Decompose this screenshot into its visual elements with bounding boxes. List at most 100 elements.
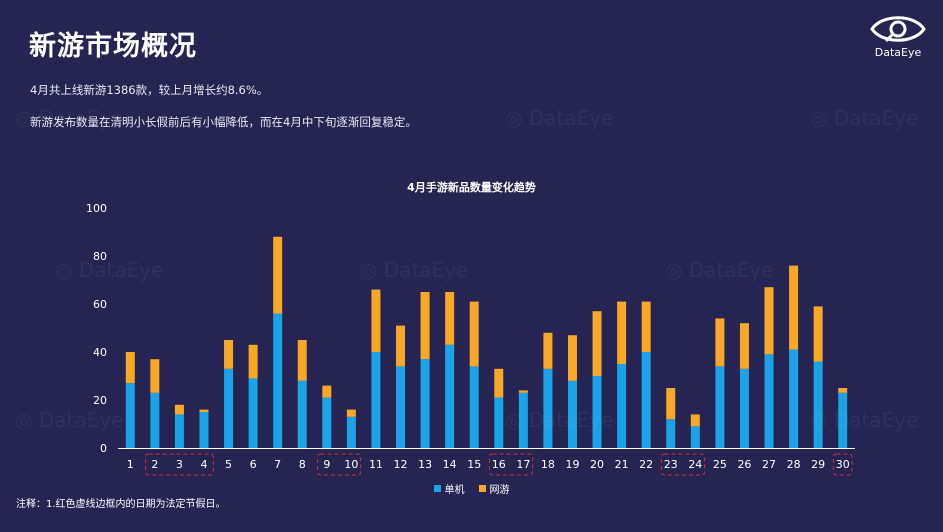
bar-online xyxy=(617,301,627,364)
bar-online xyxy=(592,311,602,376)
legend-label-single: 单机 xyxy=(444,485,465,496)
x-tick-label: 19 xyxy=(565,458,579,471)
x-tick-label: 3 xyxy=(176,458,183,471)
watermark: ◎ DataEye xyxy=(15,408,124,432)
bar-online xyxy=(666,388,676,420)
bar-online xyxy=(838,388,848,393)
bar-single xyxy=(469,366,479,448)
x-tick-label: 24 xyxy=(688,458,702,471)
summary-line-2: 新游发布数量在清明小长假前后有小幅降低，而在4月中下旬逐渐回复稳定。 xyxy=(30,115,417,129)
watermark: ◎ DataEye xyxy=(810,106,919,130)
chart-title: 4月手游新品数量变化趋势 xyxy=(407,181,536,194)
bar-online xyxy=(567,335,577,381)
bar-online xyxy=(739,323,749,369)
watermark: ◎ DataEye xyxy=(15,106,124,130)
bar-single xyxy=(739,368,749,448)
x-tick-label: 29 xyxy=(811,458,825,471)
bar-online xyxy=(174,404,184,415)
bar-single xyxy=(224,368,234,448)
holiday-box xyxy=(660,453,706,476)
bar-single xyxy=(641,352,651,448)
bar-single xyxy=(690,426,700,448)
x-tick-label: 1 xyxy=(127,458,134,471)
x-tick-label: 11 xyxy=(369,458,383,471)
x-tick-label: 14 xyxy=(443,458,457,471)
bar-single xyxy=(838,392,848,448)
bar-single xyxy=(543,368,553,448)
x-tick-label: 8 xyxy=(299,458,306,471)
bar-online xyxy=(297,340,307,381)
bar-online xyxy=(371,289,381,352)
bar-single xyxy=(445,344,455,448)
bar-online xyxy=(396,325,406,367)
bar-single xyxy=(396,366,406,448)
x-tick-label: 13 xyxy=(418,458,432,471)
watermark: ◎ DataEye xyxy=(360,258,469,282)
bar-single xyxy=(199,412,209,448)
bar-online xyxy=(641,301,651,352)
summary-line-1: 4月共上线新游1386款，较上月增长约8.6%。 xyxy=(30,83,269,97)
x-tick-label: 28 xyxy=(787,458,801,471)
bar-single xyxy=(592,376,602,448)
bar-online xyxy=(346,409,356,417)
x-tick-label: 21 xyxy=(615,458,629,471)
watermark: ◎ DataEye xyxy=(505,106,614,130)
legend-swatch-single xyxy=(433,485,441,492)
bar-single xyxy=(715,366,725,448)
bar-single xyxy=(617,364,627,448)
x-tick-label: 9 xyxy=(323,458,330,471)
x-tick-label: 15 xyxy=(467,458,481,471)
bar-online xyxy=(248,344,258,379)
bar-online xyxy=(199,409,209,412)
holiday-box xyxy=(489,453,534,476)
bar-single xyxy=(666,419,676,448)
bar-single xyxy=(371,352,381,448)
y-tick-label: 100 xyxy=(86,202,107,215)
y-tick-label: 80 xyxy=(93,250,107,263)
x-tick-label: 30 xyxy=(836,458,850,471)
bar-online xyxy=(543,332,553,369)
watermark: ◎ DataEye xyxy=(810,408,919,432)
bar-online xyxy=(715,318,725,367)
y-tick-label: 0 xyxy=(100,442,107,455)
bar-online xyxy=(789,265,799,350)
bar-single xyxy=(813,361,823,448)
x-tick-label: 18 xyxy=(541,458,555,471)
eye-icon xyxy=(870,16,926,43)
x-tick-label: 22 xyxy=(639,458,653,471)
x-tick-label: 6 xyxy=(250,458,257,471)
bar-single xyxy=(297,380,307,448)
bar-single xyxy=(273,313,283,448)
holiday-box xyxy=(832,453,853,476)
bar-online xyxy=(125,352,135,384)
x-tick-label: 26 xyxy=(737,458,751,471)
x-tick-label: 7 xyxy=(274,458,281,471)
bar-single xyxy=(567,380,577,448)
y-tick-label: 40 xyxy=(93,346,107,359)
y-tick-label: 60 xyxy=(93,298,107,311)
bar-online xyxy=(764,287,774,355)
chart-legend: 单机 网游 xyxy=(0,481,943,496)
holiday-box xyxy=(145,453,214,476)
bar-single xyxy=(322,397,332,448)
legend-swatch-online xyxy=(478,485,486,492)
x-tick-label: 23 xyxy=(664,458,678,471)
watermark: ◎ DataEye xyxy=(505,408,614,432)
bar-single xyxy=(174,414,184,448)
bar-online xyxy=(494,368,504,398)
bar-single xyxy=(494,397,504,448)
x-tick-label: 5 xyxy=(225,458,232,471)
legend-item-single: 单机 xyxy=(433,481,465,496)
x-tick-label: 17 xyxy=(516,458,530,471)
bar-single xyxy=(789,349,799,448)
bar-online xyxy=(224,340,234,369)
bar-online xyxy=(420,292,430,360)
x-tick-label: 4 xyxy=(200,458,207,471)
legend-label-online: 网游 xyxy=(489,485,510,496)
x-tick-label: 16 xyxy=(492,458,506,471)
bar-online xyxy=(690,414,700,427)
holiday-box xyxy=(317,453,362,476)
x-tick-label: 27 xyxy=(762,458,776,471)
bar-online xyxy=(322,385,332,398)
